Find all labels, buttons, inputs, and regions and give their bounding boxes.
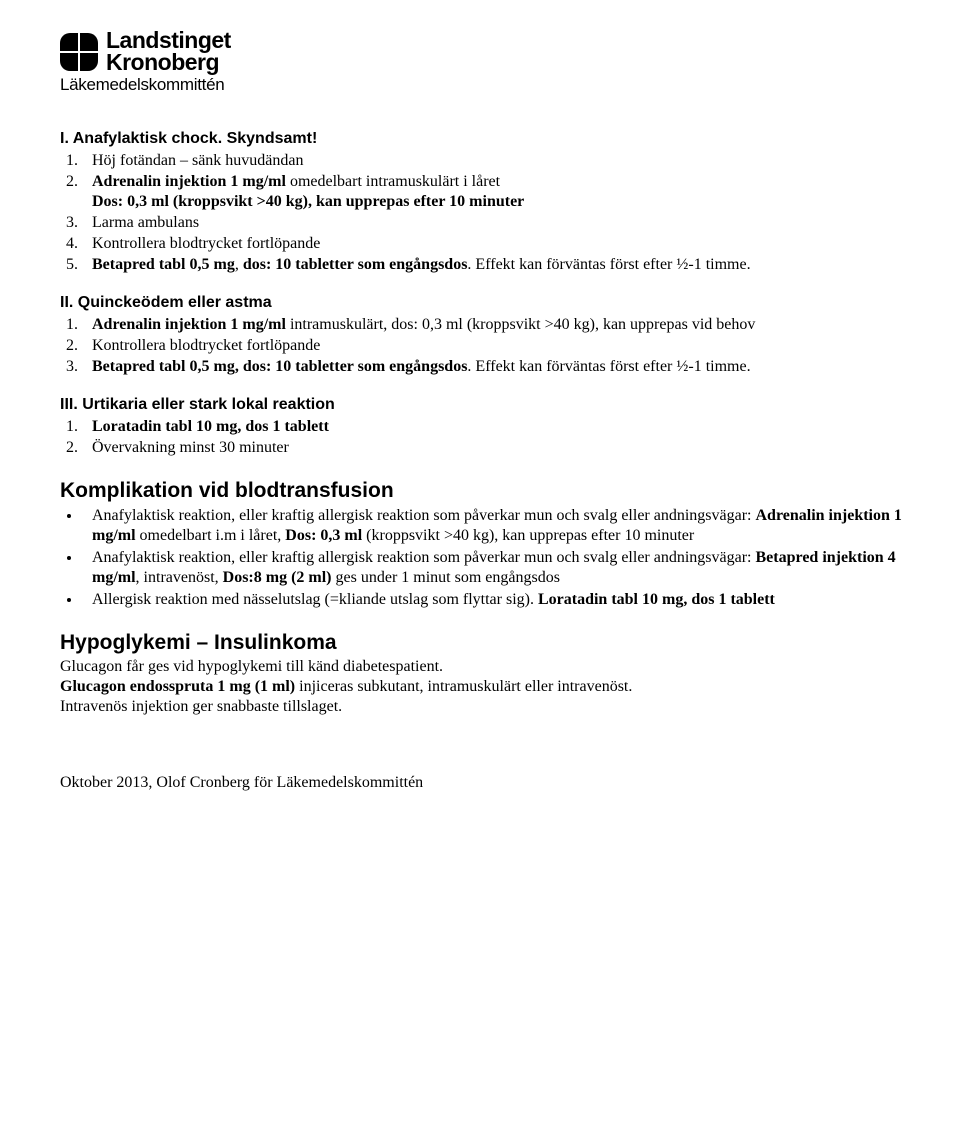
text-bold: Adrenalin injektion 1 mg/ml	[92, 173, 286, 190]
logo-subline: Läkemedelskommittén	[60, 74, 910, 95]
logo-line2: Kronoberg	[106, 52, 231, 74]
text-bold: Adrenalin injektion 1 mg/ml	[92, 316, 286, 333]
logo-mark	[60, 33, 98, 71]
text-bold: Betapred tabl 0,5 mg, dos: 10 tabletter …	[92, 358, 467, 375]
text-bold: Betapred tabl 0,5 mg	[92, 256, 235, 273]
logo-text: Landstinget Kronoberg	[106, 30, 231, 74]
list-urtikaria: Loratadin tabl 10 mg, dos 1 tablett Över…	[60, 417, 910, 458]
text: Höj fotändan – sänk huvudändan	[92, 152, 304, 169]
text: Kontrollera blodtrycket fortlöpande	[92, 235, 320, 252]
paragraph: Glucagon får ges vid hypoglykemi till kä…	[60, 657, 910, 717]
text: omedelbart i.m i låret,	[136, 527, 286, 544]
text: . Effekt kan förväntas först efter ½-1 t…	[467, 358, 750, 375]
text-bold: dos: 10 tabletter som engångsdos	[243, 256, 468, 273]
list-item: Anafylaktisk reaktion, eller kraftig all…	[82, 506, 910, 546]
text-bold: Dos:8 mg (2 ml)	[223, 569, 332, 586]
list-item: Anafylaktisk reaktion, eller kraftig all…	[82, 548, 910, 588]
footer: Oktober 2013, Olof Cronberg för Läkemede…	[60, 773, 910, 793]
text: Anafylaktisk reaktion, eller kraftig all…	[92, 549, 756, 566]
list-item: Övervakning minst 30 minuter	[82, 438, 910, 458]
text: omedelbart intramuskulärt i låret	[286, 173, 500, 190]
text: Övervakning minst 30 minuter	[92, 439, 289, 456]
list-item: Adrenalin injektion 1 mg/ml omedelbart i…	[82, 172, 910, 212]
list-item: Betapred tabl 0,5 mg, dos: 10 tabletter …	[82, 255, 910, 275]
logo-top: Landstinget Kronoberg	[60, 30, 910, 74]
list-item: Kontrollera blodtrycket fortlöpande	[82, 234, 910, 254]
list-komplikation: Anafylaktisk reaktion, eller kraftig all…	[60, 506, 910, 610]
list-quincke: Adrenalin injektion 1 mg/ml intramuskulä…	[60, 315, 910, 377]
text: ges under 1 minut som engångsdos	[332, 569, 560, 586]
text-bold: Loratadin tabl 10 mg, dos 1 tablett	[538, 591, 775, 608]
list-item: Höj fotändan – sänk huvudändan	[82, 151, 910, 171]
logo: Landstinget Kronoberg Läkemedelskommitté…	[60, 30, 910, 95]
list-item: Betapred tabl 0,5 mg, dos: 10 tabletter …	[82, 357, 910, 377]
text: (kroppsvikt >40 kg), kan upprepas efter …	[362, 527, 694, 544]
list-item: Kontrollera blodtrycket fortlöpande	[82, 336, 910, 356]
text-bold: Glucagon endosspruta 1 mg (1 ml)	[60, 678, 295, 695]
text: ,	[235, 256, 243, 273]
heading-urtikaria: III. Urtikaria eller stark lokal reaktio…	[60, 395, 910, 415]
list-item: Larma ambulans	[82, 213, 910, 233]
text: Intravenös injektion ger snabbaste tills…	[60, 698, 342, 715]
heading-anafylaktisk: I. Anafylaktisk chock. Skyndsamt!	[60, 129, 910, 149]
list-anafylaktisk: Höj fotändan – sänk huvudändan Adrenalin…	[60, 151, 910, 275]
text-bold: Dos: 0,3 ml	[285, 527, 362, 544]
text: intramuskulärt, dos: 0,3 ml (kroppsvikt …	[286, 316, 755, 333]
heading-komplikation: Komplikation vid blodtransfusion	[60, 478, 910, 504]
text: , intravenöst,	[136, 569, 223, 586]
heading-hypoglykemi: Hypoglykemi – Insulinkoma	[60, 630, 910, 656]
list-item: Loratadin tabl 10 mg, dos 1 tablett	[82, 417, 910, 437]
text: Allergisk reaktion med nässelutslag (=kl…	[92, 591, 538, 608]
text: Glucagon får ges vid hypoglykemi till kä…	[60, 658, 443, 675]
heading-quincke: II. Quinckeödem eller astma	[60, 293, 910, 313]
text: Anafylaktisk reaktion, eller kraftig all…	[92, 507, 756, 524]
text-bold: Loratadin tabl 10 mg, dos 1 tablett	[92, 418, 329, 435]
text: Kontrollera blodtrycket fortlöpande	[92, 337, 320, 354]
text: Larma ambulans	[92, 214, 199, 231]
text: injiceras subkutant, intramuskulärt elle…	[295, 678, 632, 695]
text-bold: Dos: 0,3 ml (kroppsvikt >40 kg), kan upp…	[92, 193, 524, 210]
list-item: Allergisk reaktion med nässelutslag (=kl…	[82, 590, 910, 610]
text: . Effekt kan förväntas först efter ½-1 t…	[467, 256, 750, 273]
list-item: Adrenalin injektion 1 mg/ml intramuskulä…	[82, 315, 910, 335]
